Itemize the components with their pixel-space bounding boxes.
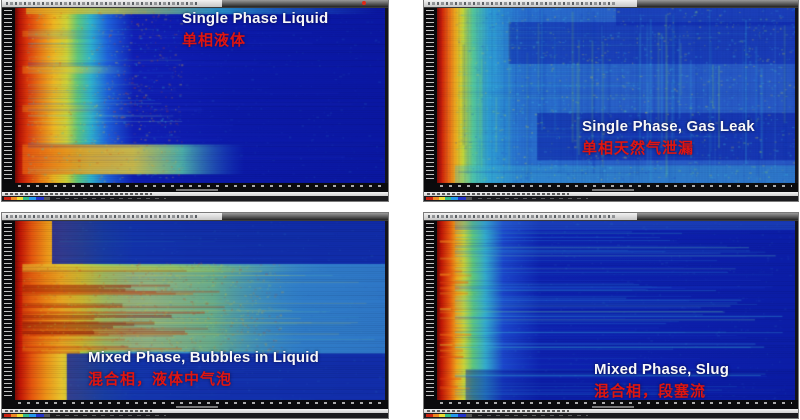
y-axis-tick-labels [424,221,437,400]
titlebar-dark-segment [637,0,798,7]
window-statusbar [2,409,388,413]
window-statusbar [2,192,388,196]
window-statusbar [424,192,798,196]
spectrogram-plot[interactable] [15,8,385,183]
colorbar-legend [426,197,588,200]
plot-area [424,221,798,400]
y-axis-tick-labels [2,221,15,400]
spectrogram-window-single-phase-liquid: Single Phase Liquid 单相液体 [2,0,388,201]
plot-area [424,8,798,183]
titlebar-text-smear [6,2,199,5]
window-bottom-strip [424,413,798,418]
titlebar-dark-segment [222,0,388,7]
statusbar-text-smear [427,410,570,412]
plot-area [2,221,388,400]
colorbar-legend [4,197,166,200]
colorbar-legend [426,414,588,417]
titlebar-dark-segment [637,213,798,220]
x-axis-tick-labels [2,183,388,192]
window-statusbar [424,409,798,413]
close-button-icon[interactable] [362,1,366,5]
spectrogram-window-slug-flow: Mixed Phase, Slug 混合相，段塞流 [424,213,798,418]
statusbar-text-smear [5,410,152,412]
spectrogram-plot[interactable] [437,8,795,183]
y-axis-tick-labels [2,8,15,183]
x-axis-tick-labels [424,400,798,409]
spectrogram-window-bubbles-in-liquid: Mixed Phase, Bubbles in Liquid 混合相，液体中气泡 [2,213,388,418]
x-axis-tick-labels [2,400,388,409]
titlebar-text-smear [428,2,615,5]
statusbar-text-smear [5,193,152,195]
titlebar-text-smear [428,215,615,218]
spectrogram-window-gas-leak: Single Phase, Gas Leak 单相天然气泄漏 [424,0,798,201]
titlebar-text-smear [6,215,199,218]
window-bottom-strip [2,413,388,418]
window-titlebar[interactable] [2,213,388,221]
statusbar-text-smear [427,193,570,195]
titlebar-dark-segment [222,213,388,220]
window-bottom-strip [424,196,798,201]
colorbar-legend [4,414,166,417]
spectrogram-plot[interactable] [15,221,385,400]
window-bottom-strip [2,196,388,201]
x-axis-tick-labels [424,183,798,192]
plot-area [2,8,388,183]
spectrogram-plot[interactable] [437,221,795,400]
y-axis-tick-labels [424,8,437,183]
window-titlebar[interactable] [2,0,388,8]
window-titlebar[interactable] [424,213,798,221]
window-titlebar[interactable] [424,0,798,8]
